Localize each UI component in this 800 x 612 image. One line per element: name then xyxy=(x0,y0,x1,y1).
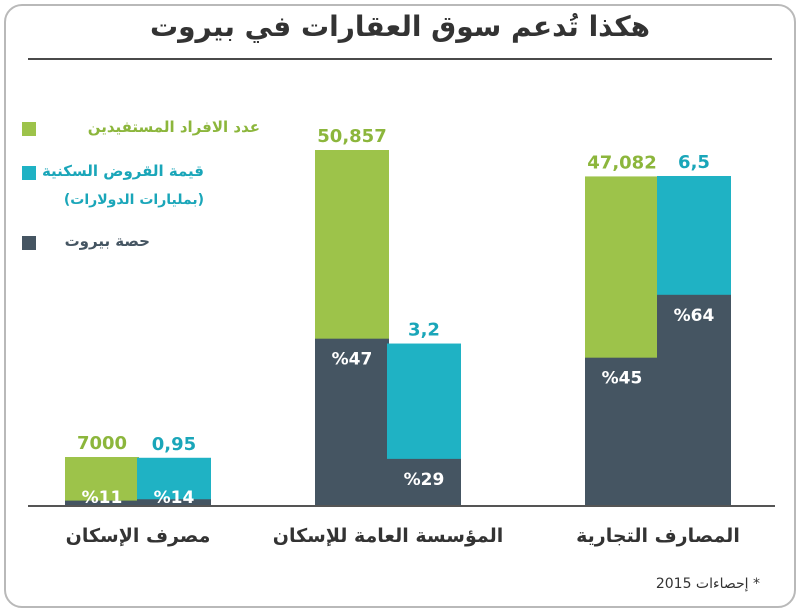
data-label-share: %14 xyxy=(154,488,195,508)
legend-swatch-loans xyxy=(22,166,36,180)
data-label-value: 3,2 xyxy=(408,320,440,341)
source-note: * إحصاءات 2015 xyxy=(655,576,760,592)
legend-label-beneficiaries: عدد الافراد المستفيدين xyxy=(87,118,260,136)
legend-label-loans: قيمة القروض السكنية xyxy=(41,162,204,180)
legend-label-beirut-share: حصة بيروت xyxy=(64,232,150,250)
category-label: مصرف الإسكان xyxy=(66,525,211,547)
bar-loans xyxy=(137,457,211,506)
bar-beirut-share xyxy=(585,357,659,506)
data-label-value: 6,5 xyxy=(678,152,710,173)
data-label-value: 47,082 xyxy=(587,152,656,173)
frame-border xyxy=(4,4,796,608)
data-label-share: %64 xyxy=(674,306,715,326)
data-label-value: 0,95 xyxy=(152,434,196,455)
title-divider xyxy=(28,58,772,60)
data-label-share: %47 xyxy=(332,350,373,370)
chart-title: هكذا تُدعم سوق العقارات في بيروت xyxy=(149,10,651,43)
category-label: المؤسسة العامة للإسكان xyxy=(273,525,504,547)
bar-beirut-share xyxy=(137,499,211,506)
bar-beirut-share xyxy=(315,338,389,506)
bar-beirut-share xyxy=(387,458,461,506)
bar-beneficiaries xyxy=(65,456,139,506)
data-label-share: %29 xyxy=(404,470,445,490)
legend-swatch-beirut-share xyxy=(22,236,36,250)
category-label: المصارف التجارية xyxy=(576,525,740,547)
legend-swatch-beneficiaries xyxy=(22,122,36,136)
data-label-value: 7000 xyxy=(77,433,127,454)
data-label-share: %11 xyxy=(82,488,123,508)
bar-beirut-share xyxy=(65,500,139,506)
legend-label-loans-unit: (بمليارات الدولارات) xyxy=(63,192,204,208)
bar-beirut-share xyxy=(657,294,731,506)
data-label-value: 50,857 xyxy=(317,126,386,147)
data-label-share: %45 xyxy=(602,369,643,389)
